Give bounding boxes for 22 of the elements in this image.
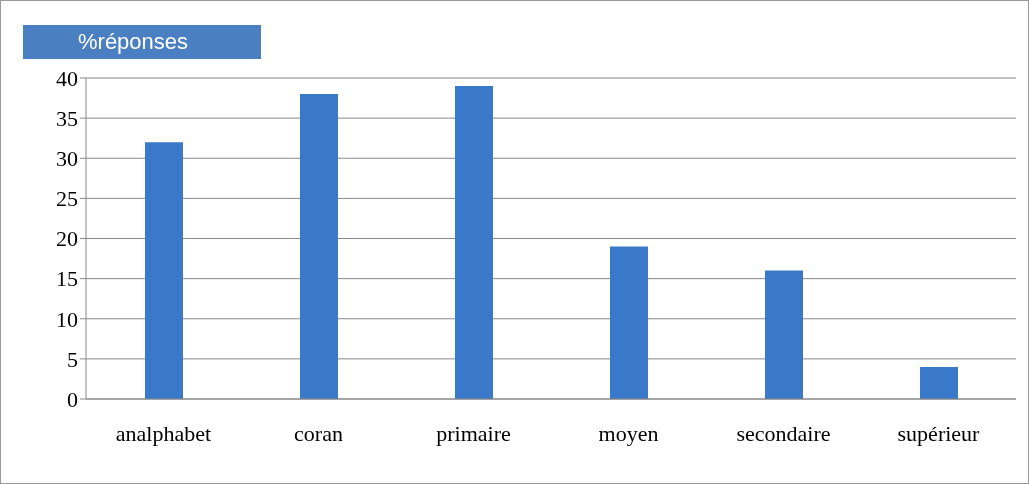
- bar: [145, 142, 183, 399]
- x-tick-label: moyen: [598, 420, 659, 446]
- x-tick-label: secondaire: [736, 420, 831, 446]
- x-tick-label: primaire: [436, 420, 511, 446]
- bar: [455, 86, 493, 399]
- bar: [920, 366, 958, 399]
- bar: [765, 270, 803, 399]
- y-tick-label: 40: [56, 65, 78, 91]
- x-tick-label: supérieur: [897, 420, 981, 446]
- x-tick-label: coran: [294, 420, 343, 446]
- y-tick-label: 25: [56, 186, 78, 212]
- bar: [300, 94, 338, 399]
- y-tick-label: 35: [56, 105, 78, 131]
- y-tick-label: 30: [56, 146, 78, 172]
- x-tick-label: analphabet: [115, 420, 212, 446]
- y-axis-title: %réponses: [23, 25, 261, 59]
- y-tick-label: 20: [56, 226, 78, 252]
- y-tick-label: 10: [56, 306, 78, 332]
- y-tick-label: 5: [67, 346, 78, 372]
- y-tick-label: 0: [67, 386, 78, 412]
- y-tick-label: 15: [56, 266, 78, 292]
- bar: [610, 246, 648, 399]
